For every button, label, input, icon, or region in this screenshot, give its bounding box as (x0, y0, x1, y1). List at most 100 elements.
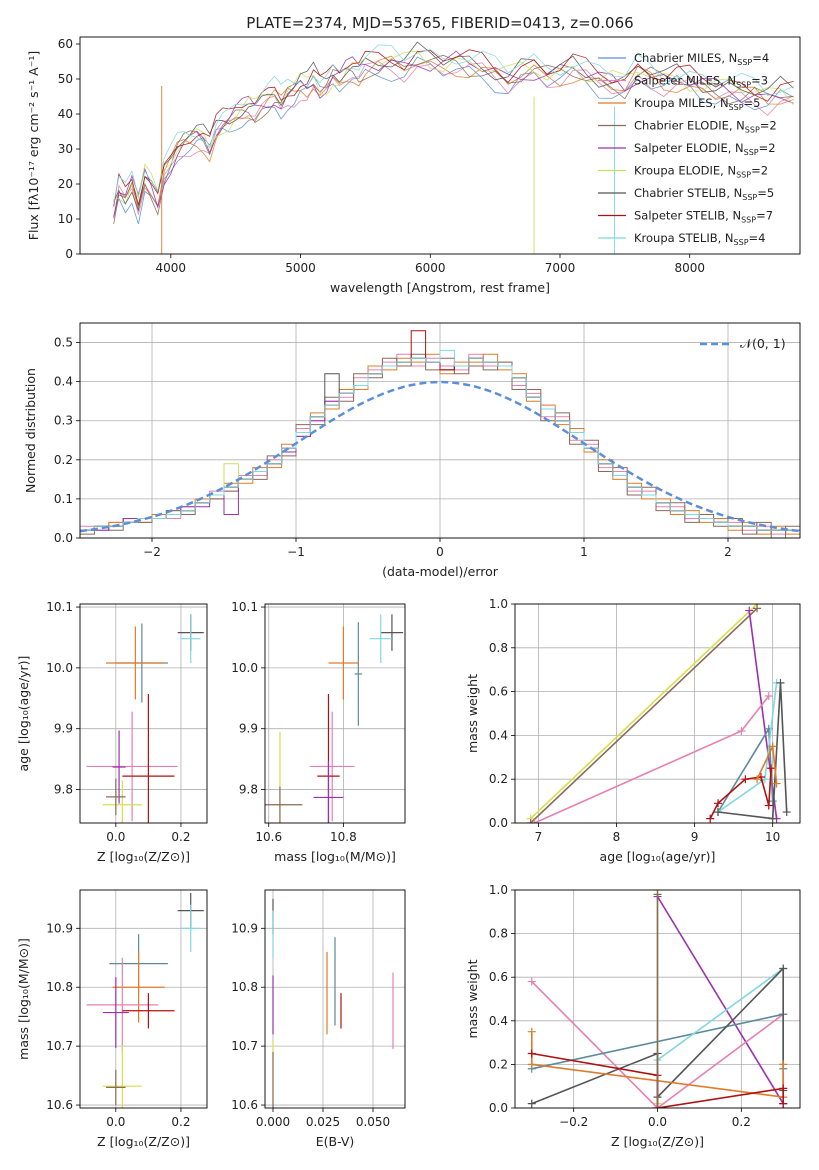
plot-area (527, 890, 788, 1108)
x-tick-label: 10 (765, 830, 780, 844)
y-axis-label: mass weight (465, 674, 480, 753)
y-tick-label: 0.0 (54, 531, 73, 545)
x-tick-label: 5000 (285, 261, 316, 275)
y-tick-label: 50 (58, 72, 73, 86)
x-axis-label: wavelength [Angstrom, rest frame] (330, 280, 550, 295)
mass-weight-marker (527, 1049, 536, 1058)
errorbar-point (112, 730, 126, 804)
y-tick-label: 0.5 (54, 336, 73, 350)
legend-label: Chabrier MILES, NSSP=4 (634, 51, 769, 67)
mass-weight-marker (782, 808, 791, 817)
residuals-histogram-panel: −2 −1 0 1 2 0.0 0.1 0.2 0.3 0.4 0.5 (data-model)/er… (23, 322, 801, 579)
x-tick-label: 9 (691, 830, 699, 844)
mass-vs-extinction-panel: 0.000 0.025 0.050 10.6 10.7 10.8 10.9 E(B-V) (231, 889, 406, 1149)
y-tick-label: 10.7 (46, 1039, 73, 1053)
errorbar-point (102, 977, 129, 1048)
legend-label: Salpeter ELODIE, NSSP=2 (634, 141, 776, 157)
y-tick-label: 0.6 (489, 685, 508, 699)
mass-weight-marker (745, 606, 754, 615)
plot-area (113, 41, 794, 254)
x-tick-label: 0.2 (732, 1115, 751, 1129)
y-tick-label: 10.9 (231, 921, 258, 935)
mass-weight-marker (706, 814, 715, 823)
mass-weight-marker (526, 819, 535, 823)
mass-weight-marker (753, 775, 762, 784)
mass-weight-marker (753, 604, 762, 613)
x-tick-label: 0.050 (356, 1115, 390, 1129)
legend-label: Salpeter STELIB, NSSP=7 (634, 209, 773, 225)
y-tick-label: 10.6 (46, 1098, 73, 1112)
x-tick-label: 0 (436, 545, 444, 559)
y-tick-label: 30 (58, 142, 73, 156)
x-axis-label: Z [log₁₀(Z/Z⊙)] (97, 849, 190, 864)
legend-label: 𝒩(0, 1) (740, 336, 786, 351)
x-tick-label: 0.0 (106, 1115, 125, 1129)
mass-weight-marker (768, 797, 777, 806)
errorbar-point (265, 786, 303, 823)
errorbar-point (106, 778, 126, 816)
y-tick-label: 10 (58, 212, 73, 226)
x-tick-label: 7 (535, 830, 543, 844)
y-tick-label: 0.3 (54, 414, 73, 428)
mass-weight-marker (779, 1084, 788, 1093)
mass-weight-marker (768, 814, 777, 823)
mass-weight-marker (779, 964, 788, 973)
y-tick-label: 10.8 (46, 980, 73, 994)
y-tick-label: 9.8 (54, 783, 73, 797)
errorbar-point (122, 694, 175, 823)
y-tick-label: 0.4 (54, 375, 73, 389)
mass-weight-marker (527, 1099, 536, 1108)
errorbar-point (313, 760, 344, 823)
mass-weight-marker (764, 691, 773, 700)
x-tick-label: 10.8 (330, 830, 357, 844)
mass-weight-line (531, 981, 784, 1108)
errorbar-point (328, 626, 359, 700)
mass-weight-line (530, 607, 758, 823)
axes-frame (264, 603, 406, 824)
plot-area (86, 614, 204, 823)
y-tick-label: 10.1 (46, 600, 73, 614)
mass-weight-marker (772, 779, 781, 788)
y-tick-label: 0.4 (489, 728, 508, 742)
histogram-step (80, 349, 800, 538)
legend-label: Chabrier STELIB, NSSP=5 (634, 186, 774, 202)
errorbar-point (86, 957, 159, 1053)
legend-label: Chabrier ELODIE, NSSP=2 (634, 119, 777, 135)
mass-weight-marker (653, 890, 662, 899)
y-tick-label: 10.8 (231, 980, 258, 994)
axes-frame (514, 603, 801, 824)
mass-weight-line (534, 695, 770, 823)
y-axis-label: Normed distribution (23, 368, 38, 493)
x-axis-label: E(B-V) (316, 1134, 355, 1149)
mass-weight-marker (530, 819, 539, 823)
figure-title: PLATE=2374, MJD=53765, FIBERID=0413, z=0… (246, 14, 633, 32)
y-tick-label: 10.0 (231, 661, 258, 675)
y-tick-label: 10.6 (231, 1098, 258, 1112)
y-tick-label: 0.0 (489, 1101, 508, 1115)
mass-weight-line (717, 726, 774, 813)
mass-weight-line (656, 896, 784, 1105)
errorbar-point (102, 1044, 142, 1108)
y-tick-label: 10.9 (46, 921, 73, 935)
x-tick-label: −2 (143, 545, 161, 559)
legend-label: Salpeter MILES, NSSP=3 (634, 74, 768, 90)
legend-label: Kroupa ELODIE, NSSP=2 (634, 164, 768, 180)
mass-weight-marker (714, 808, 723, 817)
axes-frame (514, 889, 801, 1109)
axes-frame (264, 889, 406, 1109)
mass-weight-marker (768, 742, 777, 751)
errorbar-point (122, 993, 175, 1029)
y-tick-label: 1.0 (489, 883, 508, 897)
age-vs-metallicity-panel: 0.0 0.2 9.8 9.9 10.0 10.1 Z [log₁₀(Z/Z⊙)] age [… (16, 600, 208, 864)
x-axis-label: age [log₁₀(age/yr)] (600, 849, 716, 864)
x-tick-label: 1 (580, 545, 588, 559)
y-axis-label: mass weight (465, 959, 480, 1038)
mass-weight-marker (527, 1060, 536, 1069)
y-axis-label: Flux [fλ10⁻¹⁷ erg cm⁻² s⁻¹ A⁻¹] (26, 51, 41, 240)
plot-area (272, 898, 394, 1108)
y-tick-label: 60 (58, 37, 73, 51)
errorbar-point (354, 622, 363, 726)
y-tick-label: 0.4 (489, 1014, 508, 1028)
y-tick-label: 40 (58, 107, 73, 121)
x-tick-label: 0.0 (648, 1115, 667, 1129)
